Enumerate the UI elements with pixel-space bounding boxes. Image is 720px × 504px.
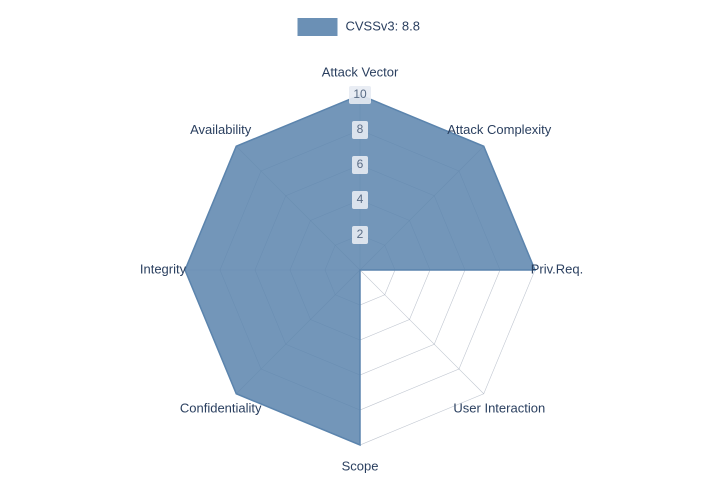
axis-label-integrity: Integrity <box>140 261 187 276</box>
axis-label-attack_complexity: Attack Complexity <box>447 122 552 137</box>
svg-text:6: 6 <box>357 157 364 171</box>
svg-text:10: 10 <box>353 87 367 101</box>
legend-swatch <box>298 18 338 36</box>
axis-label-confidentiality: Confidentiality <box>180 401 262 416</box>
legend: CVSSv3: 8.8 <box>298 18 420 36</box>
axis-label-availability: Availability <box>190 122 252 137</box>
svg-text:4: 4 <box>357 192 364 206</box>
axis-label-scope: Scope <box>342 458 379 473</box>
axis-label-user_interaction: User Interaction <box>453 401 545 416</box>
svg-text:2: 2 <box>357 227 364 241</box>
cvss-radar-chart: 2 4 6 8 10 Attack Vector Attack Complexity Priv… <box>0 0 720 504</box>
axis-label-priv_req: Priv.Req. <box>531 261 584 276</box>
svg-text:8: 8 <box>357 122 364 136</box>
legend-label: CVSSv3: 8.8 <box>346 18 420 33</box>
axis-label-attack_vector: Attack Vector <box>322 64 399 79</box>
